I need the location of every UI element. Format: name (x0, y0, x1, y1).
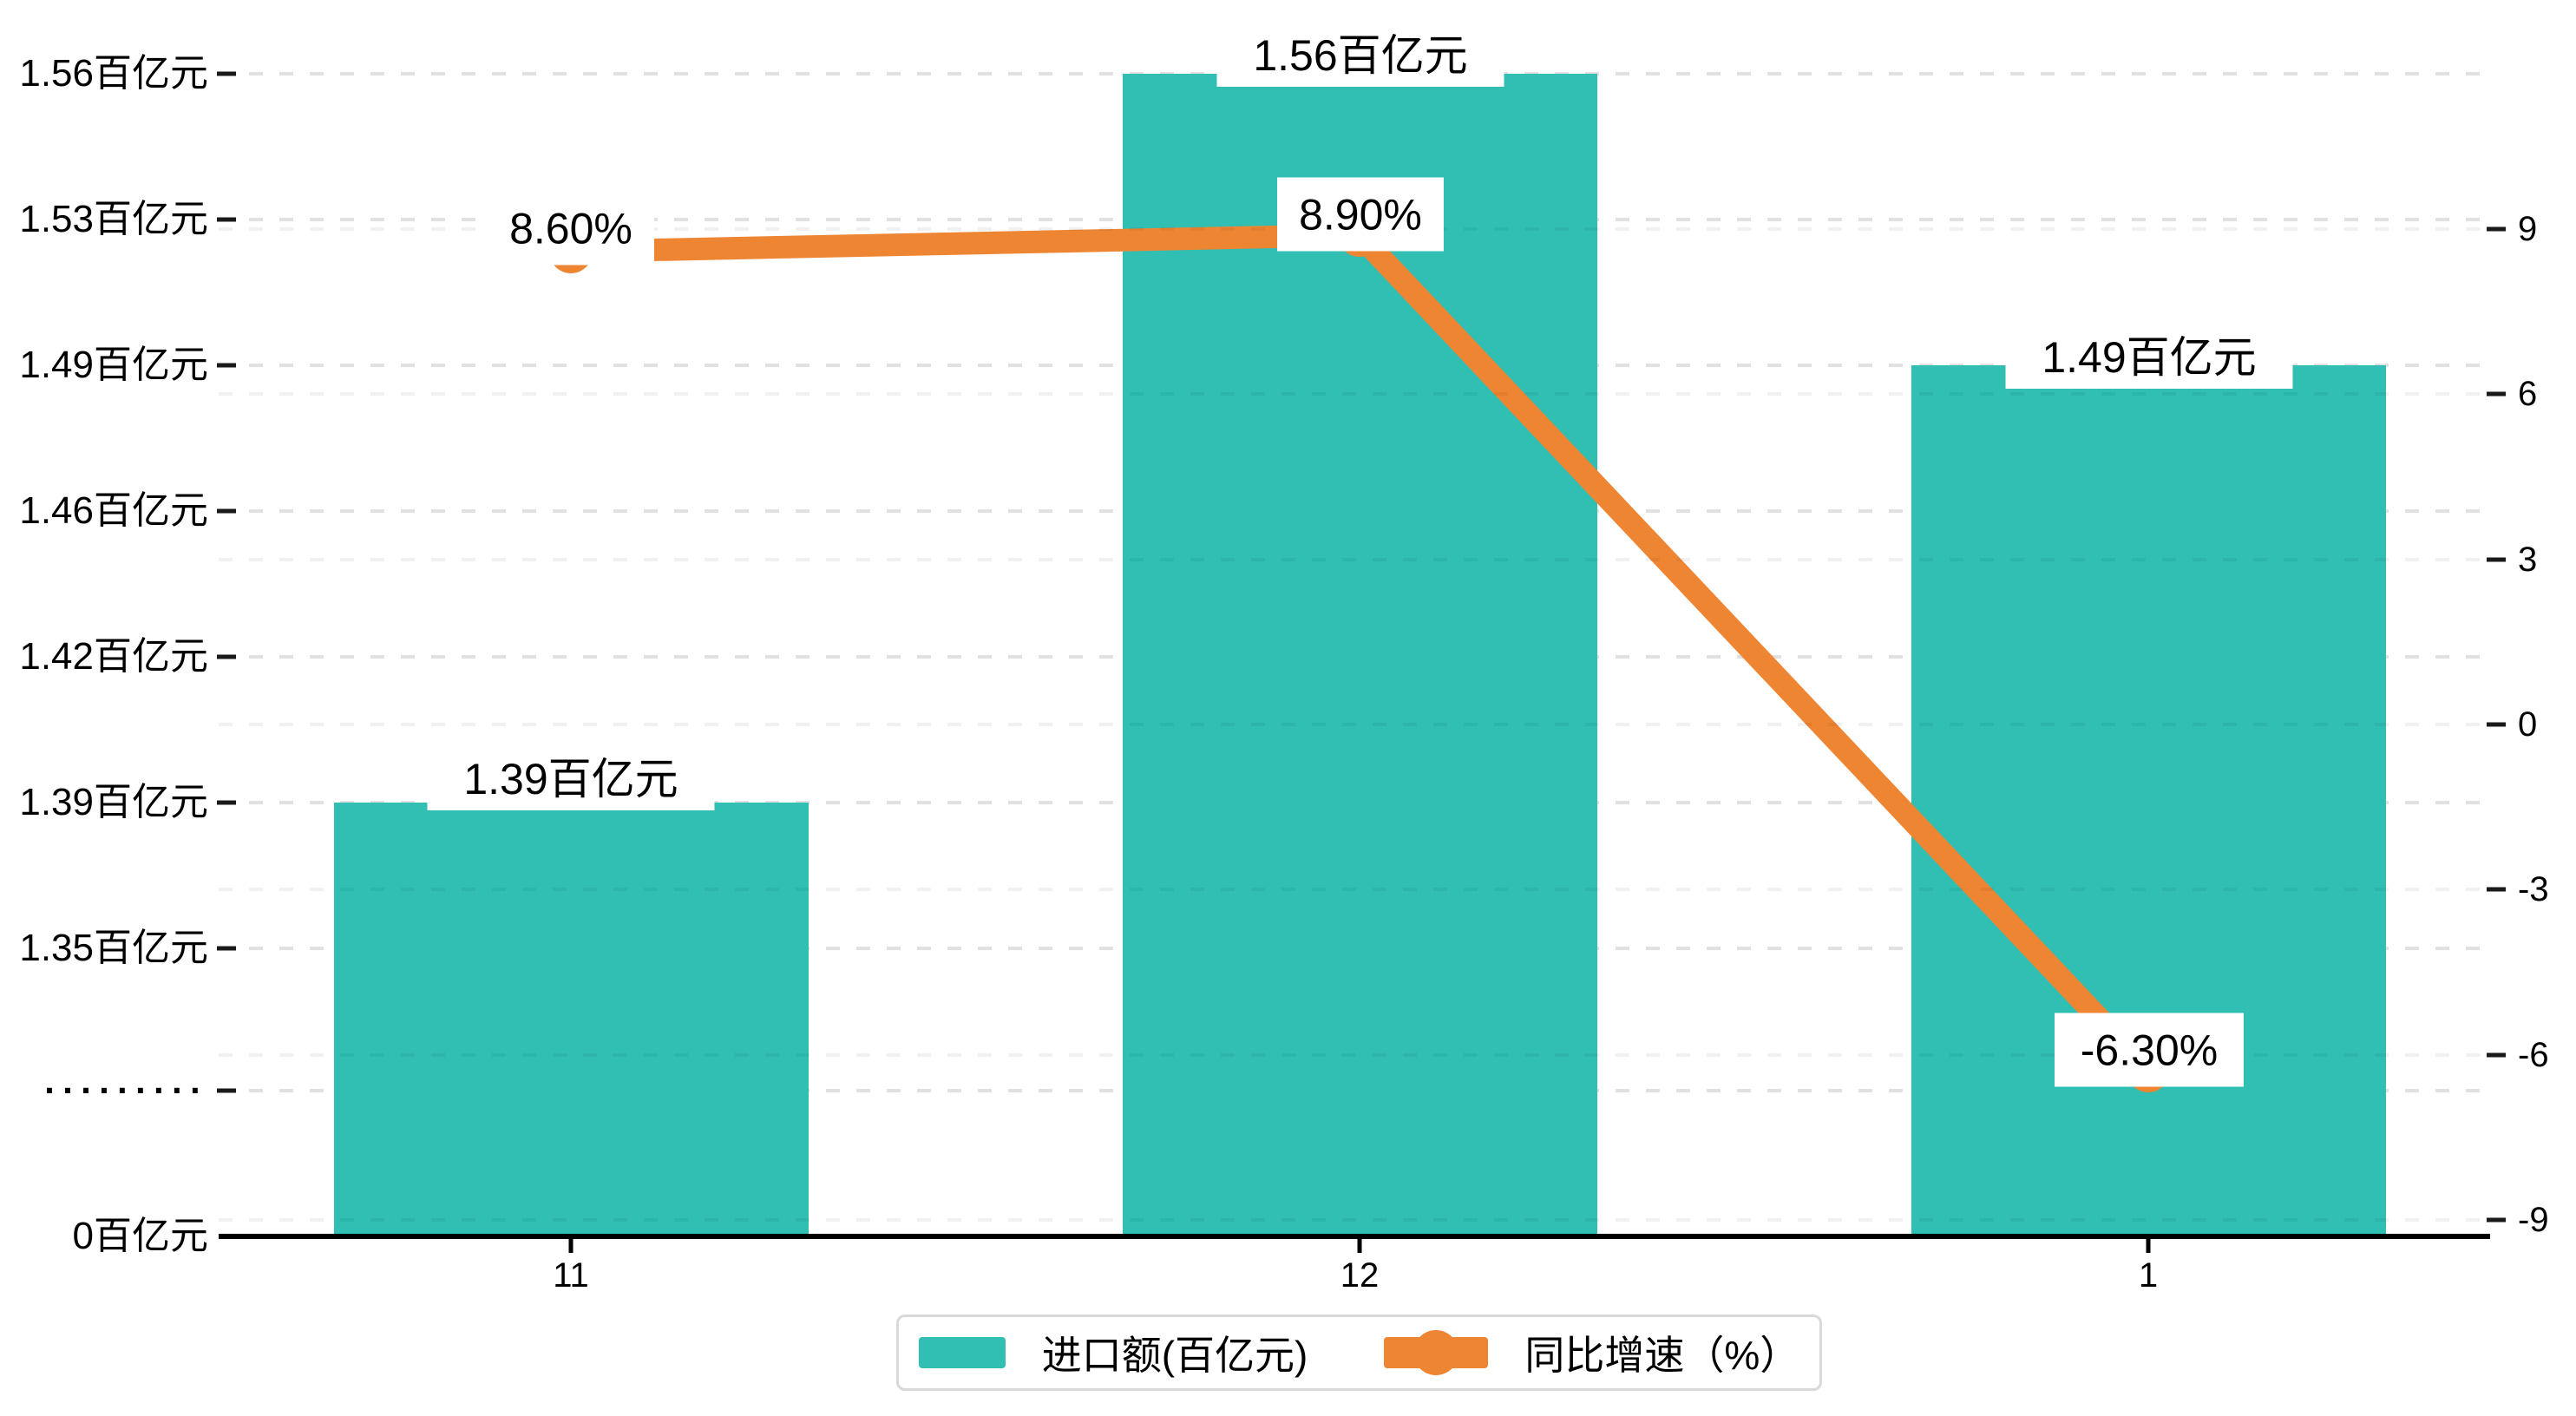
right-axis-tick (2487, 722, 2506, 727)
bar-series-swatch-icon (918, 1337, 1006, 1368)
line-label-1: -6.30% (2055, 1013, 2244, 1087)
bar-label-11: 1.39百亿元 (427, 741, 715, 810)
gridline-right (219, 1218, 2490, 1222)
legend-item-growth[interactable]: 同比增速（%） (1384, 1324, 1799, 1381)
left-axis-label: 1.39百亿元 (19, 781, 208, 823)
left-axis-tick (217, 217, 236, 222)
x-axis-tick (1357, 1239, 1362, 1253)
right-axis-tick (2487, 887, 2506, 892)
right-axis-label: 0 (2518, 705, 2538, 744)
left-axis-label: 0百亿元 (72, 1215, 208, 1257)
gridline-right (219, 558, 2490, 561)
left-axis-tick (217, 363, 236, 368)
left-axis-label: 1.46百亿元 (19, 489, 208, 532)
line-label-text: 8.60% (509, 204, 633, 252)
right-axis-label: -6 (2518, 1036, 2549, 1074)
legend-label-import: 进口额(百亿元) (1041, 1333, 1308, 1378)
right-axis-tick (2487, 226, 2506, 232)
left-axis-tick (217, 508, 236, 514)
left-axis-tick (217, 654, 236, 659)
line-label-12: 8.90% (1277, 177, 1444, 252)
left-axis-label: 1.53百亿元 (19, 198, 208, 240)
left-axis-tick (217, 946, 236, 951)
bar-month-11[interactable] (334, 803, 809, 1236)
left-axis-tick (217, 1088, 236, 1093)
legend-label-growth: 同比增速（%） (1524, 1333, 1800, 1378)
bar-label-text: 1.39百亿元 (463, 755, 678, 803)
bar-label-text: 1.49百亿元 (2042, 333, 2257, 382)
bar-month-12[interactable] (1123, 74, 1597, 1236)
right-axis-tick (2487, 1052, 2506, 1058)
left-axis-label: 1.35百亿元 (19, 927, 208, 969)
x-axis-label-12: 12 (1340, 1256, 1380, 1295)
left-axis-tick (217, 800, 236, 805)
left-axis-label: 1.56百亿元 (19, 52, 208, 95)
bar-label-12: 1.56百亿元 (1216, 17, 1504, 87)
line-label-11: 8.60% (488, 191, 654, 266)
right-axis-tick (2487, 1217, 2506, 1223)
right-axis-label: 9 (2518, 210, 2538, 248)
x-axis-line (219, 1234, 2490, 1239)
left-axis-tick (217, 71, 236, 76)
growth-line[interactable] (570, 224, 2157, 1078)
line-series-marker-icon (1384, 1330, 1489, 1375)
x-axis-tick (568, 1239, 574, 1253)
gridline-right (219, 723, 2490, 726)
line-label-text: -6.30% (2080, 1026, 2219, 1074)
right-axis-label: 3 (2518, 541, 2538, 579)
legend-item-import[interactable]: 进口额(百亿元) (918, 1324, 1308, 1381)
bar-label-1: 1.49百亿元 (2005, 319, 2293, 389)
right-axis-tick (2487, 557, 2506, 562)
right-axis-tick (2487, 391, 2506, 397)
right-axis-label: -3 (2518, 870, 2549, 908)
right-axis-label: 6 (2518, 375, 2538, 413)
left-axis-label: 1.49百亿元 (19, 344, 208, 386)
axis-break-label: ········· (44, 1070, 208, 1111)
gridline-right (219, 1053, 2490, 1057)
legend: 进口额(百亿元) 同比增速（%） (896, 1314, 1822, 1391)
x-axis-label-1: 1 (2138, 1256, 2159, 1295)
gridline-right (219, 392, 2490, 396)
line-swatch-dot-icon (1413, 1330, 1459, 1375)
x-axis-tick (2146, 1239, 2151, 1253)
line-label-text: 8.90% (1299, 190, 1422, 239)
x-axis-label-11: 11 (553, 1256, 589, 1295)
gridline-right (219, 888, 2490, 891)
right-axis-label: -9 (2518, 1201, 2549, 1239)
bar-label-text: 1.56百亿元 (1253, 31, 1468, 80)
left-axis-label: 1.42百亿元 (19, 635, 208, 678)
